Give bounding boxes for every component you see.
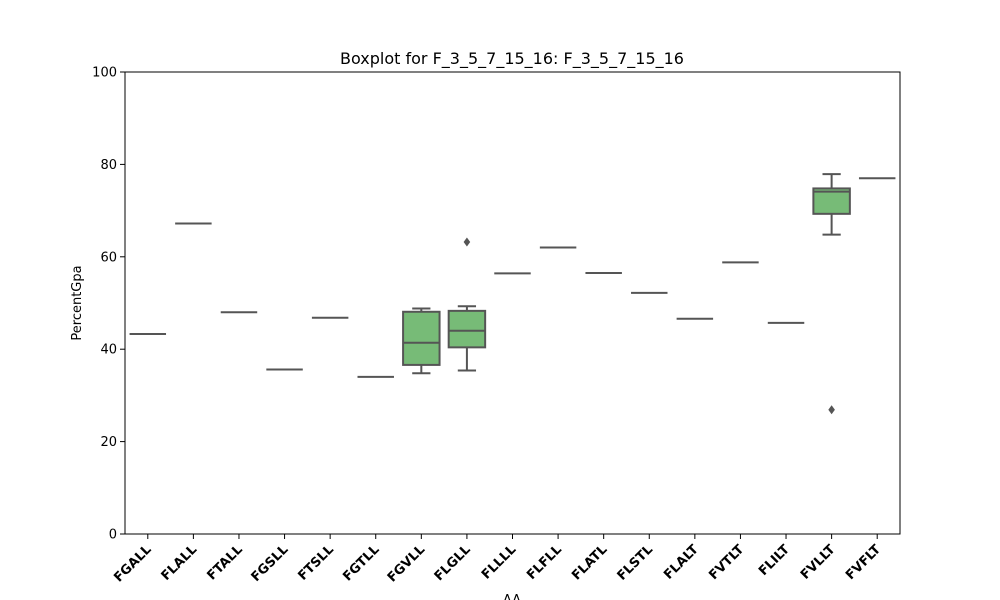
y-tick-label: 0 — [109, 528, 117, 543]
y-tick-label: 60 — [100, 250, 117, 265]
x-tick-label: FVTLT — [706, 542, 747, 583]
y-axis: 0 20 40 60 80 100 — [92, 66, 125, 543]
box-iqr — [447, 309, 487, 349]
x-tick-label: FLALT — [661, 542, 702, 583]
x-tick-label: FVFLT — [843, 542, 884, 583]
x-tick-label: FLGLL — [432, 542, 474, 584]
x-tick-label: FLLLL — [479, 542, 519, 582]
x-tick-label: FVLLT — [798, 542, 839, 583]
x-tick-label: FGVLL — [385, 542, 428, 585]
y-tick-label: 40 — [100, 343, 117, 358]
plot-area — [129, 173, 896, 415]
x-tick-label: FLATL — [569, 542, 610, 583]
x-tick-label: FGSLL — [249, 542, 292, 585]
x-tick-label: FTALL — [205, 542, 246, 583]
box-iqr — [402, 310, 441, 366]
x-tick-label: FLALL — [159, 542, 201, 584]
axes-frame — [124, 71, 901, 535]
x-tick-label: FTSLL — [295, 542, 336, 583]
y-tick-label: 20 — [100, 435, 117, 450]
box-group — [402, 307, 441, 375]
box-group — [812, 173, 851, 415]
y-axis-label: PercentGpa — [70, 265, 85, 340]
box-iqr — [812, 187, 851, 215]
x-tick-label: FLSTL — [615, 542, 656, 583]
outlier-point — [828, 405, 835, 415]
x-tick-label: FLFLL — [524, 542, 565, 583]
y-tick-label: 80 — [100, 158, 117, 173]
x-tick-label: FGALL — [111, 542, 154, 585]
box-group — [447, 237, 487, 372]
outlier-point — [463, 237, 471, 247]
x-tick-label: FLILT — [756, 542, 793, 579]
x-tick-label: FGTLL — [340, 542, 382, 584]
x-axis: FGALL FLALL FTALL FGSLL FTSLL FGTLL FGVLL FLGLL… — [111, 534, 884, 585]
chart-title: Boxplot for F_3_5_7_15_16: F_3_5_7_15_16 — [340, 49, 684, 69]
y-tick-label: 100 — [92, 66, 117, 81]
x-axis-label: AA — [503, 593, 521, 600]
